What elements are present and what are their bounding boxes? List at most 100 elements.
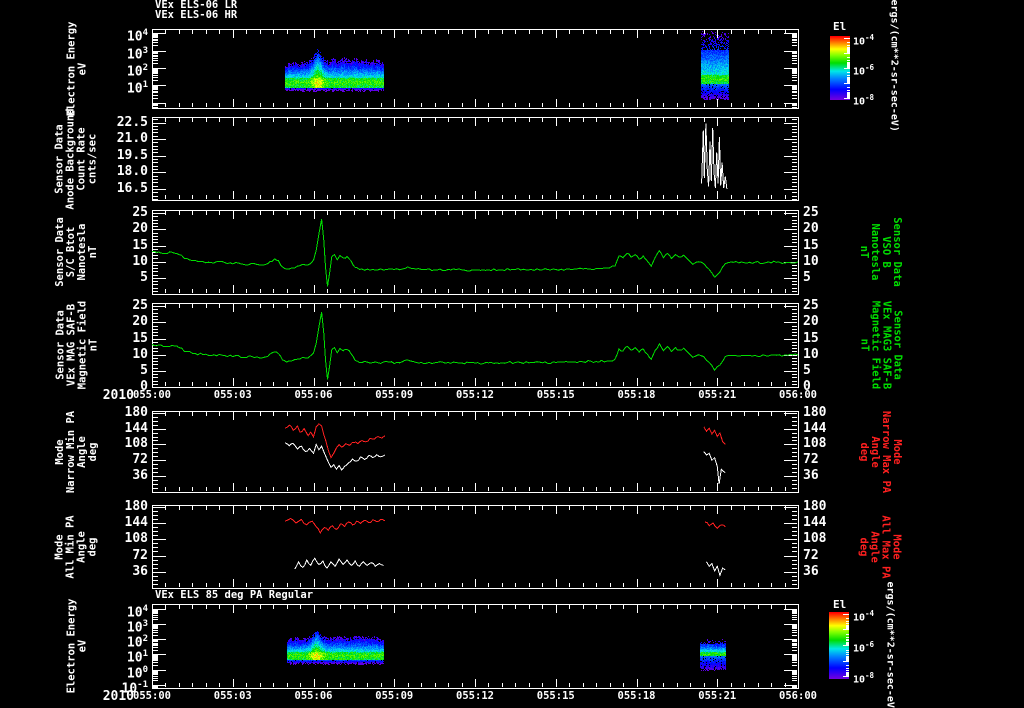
tick-label: 0 [803, 379, 811, 394]
tick-label: 180 [803, 404, 827, 420]
tick-label: 102 [126, 634, 148, 651]
tick-label: 36 [132, 563, 148, 579]
tick-label: 103 [126, 45, 148, 63]
tick-label: 10-4 [853, 609, 875, 624]
tick-label: 102 [126, 63, 148, 80]
tick-label: 055:15 [536, 690, 575, 702]
panel-axes-vex-mag-saf-b [151, 303, 799, 388]
tick-label: 055:12 [456, 389, 494, 401]
tick-label: 15 [803, 330, 819, 346]
els-85deg-spectrogram-canvas [153, 605, 798, 687]
tick-label: 055:06 [294, 389, 333, 401]
tick-label: 5 [803, 362, 811, 378]
tick-label: 10-6 [853, 63, 875, 78]
tick-label: 103 [126, 618, 148, 636]
tick-label: 15 [132, 237, 148, 253]
tick-label: 055:21 [698, 389, 737, 401]
tick-label: 16.5 [116, 180, 148, 196]
series-vex-mag-saf-b [151, 311, 799, 380]
colorbar-bottom-gradient [829, 612, 849, 679]
panel3-right-axis-label-text: Sensor Data VSO B Nanotesla nT [858, 217, 904, 287]
tick-label: 25 [803, 205, 819, 221]
tick-label: 20 [132, 221, 148, 237]
colorbar-top-unit-label: ergs/(cm**2-sr-sec-eV) [888, 0, 900, 132]
tick-label: 10-4 [853, 33, 875, 48]
tick-label: 72 [132, 452, 148, 468]
tick-label: 5 [140, 362, 148, 378]
panel-axes-els-85 [152, 604, 799, 689]
tick-label: 055:03 [213, 389, 252, 401]
tick-label: 20 [803, 221, 819, 237]
tick-label: 72 [132, 547, 148, 563]
tick-label: 10-1 [121, 679, 149, 697]
tick-label: 36 [803, 563, 819, 579]
colorbar-bottom-title: El [833, 598, 847, 611]
panel-axes-narrow-pa [152, 411, 799, 493]
tick-label: 055:18 [617, 389, 656, 401]
tick-label: 055:21 [698, 690, 737, 702]
series-sc-btot [151, 218, 799, 287]
tick-label: 101 [126, 649, 148, 666]
tick-label: 18.0 [116, 164, 148, 180]
tick-label: 144 [803, 515, 827, 531]
tick-label: 100 [126, 664, 148, 681]
series-all-min-pa [294, 557, 726, 577]
tick-label: 10 [132, 253, 148, 269]
tick-label: 20 [132, 314, 148, 330]
tick-label: 055:00 [133, 389, 171, 401]
tick-label: 36 [803, 468, 819, 484]
tick-label: 0 [140, 379, 148, 394]
panel4-right-axis-label: Sensor Data VEx MAG3 SAF-B Magnetic Fiel… [850, 301, 910, 390]
year-label-mid: 2010 [102, 388, 134, 403]
tick-label: 144 [803, 420, 827, 436]
colorbar-top-gradient [830, 36, 850, 100]
series-narrow-max-pa [284, 423, 726, 459]
panel6-right-axis-label-text: Mode All Max PA Angle deg [858, 514, 903, 579]
tick-label: 104 [126, 603, 148, 620]
tick-label: 25 [803, 298, 819, 314]
tick-label: 72 [803, 547, 819, 563]
tick-label: 056:00 [779, 690, 817, 702]
tick-label: 055:09 [375, 389, 414, 401]
tick-label: 10-6 [853, 640, 875, 655]
tick-label: 10 [803, 253, 819, 269]
tick-label: 055:03 [213, 690, 252, 702]
tick-label: 10-8 [853, 93, 875, 108]
tick-label: 25 [132, 205, 148, 221]
tick-label: 19.5 [116, 147, 148, 163]
tick-label: 055:09 [375, 690, 414, 702]
tick-label: 108 [124, 436, 148, 452]
year-label-bottom: 2010 [102, 689, 134, 704]
tick-label: 101 [126, 80, 148, 97]
els-top-spectrogram-canvas [153, 30, 798, 108]
tick-label: 22.5 [116, 114, 148, 130]
tick-label: 25 [132, 298, 148, 314]
panel5-right-axis-label-text: Mode Narrow Max PA Angle deg [858, 410, 903, 493]
panel5-right-axis-label: Mode Narrow Max PA Angle deg [850, 410, 910, 493]
tick-label: 15 [803, 237, 819, 253]
panel7-title: VEx ELS 85 deg PA Regular [155, 589, 314, 601]
tick-label: 055:18 [617, 690, 656, 702]
tick-label: 108 [803, 436, 827, 452]
tick-label: 10 [803, 346, 819, 362]
series-anode-count-rate [701, 123, 728, 189]
tick-label: 144 [124, 515, 148, 531]
panel7-left-axis-label-text: Electron Energy eV [65, 598, 89, 694]
tick-label: 36 [132, 468, 148, 484]
tick-label: 72 [803, 452, 819, 468]
colorbar-top-title: El [833, 20, 847, 33]
panel-axes-els-lr-hr [152, 29, 799, 109]
tick-label: 15 [132, 330, 148, 346]
tick-label: 180 [124, 498, 148, 514]
panel3-right-axis-label: Sensor Data VSO B Nanotesla nT [850, 210, 910, 294]
tick-label: 055:00 [133, 690, 171, 702]
tick-label: 055:12 [456, 690, 494, 702]
panel1-title: VEx ELS-06 LR VEx ELS-06 HR [155, 0, 238, 21]
panel-axes-anode-background [152, 117, 799, 201]
panel-axes-sc-btot [151, 210, 799, 295]
tick-label: 20 [803, 314, 819, 330]
tick-label: 056:00 [779, 389, 817, 401]
tick-label: 104 [126, 28, 148, 45]
